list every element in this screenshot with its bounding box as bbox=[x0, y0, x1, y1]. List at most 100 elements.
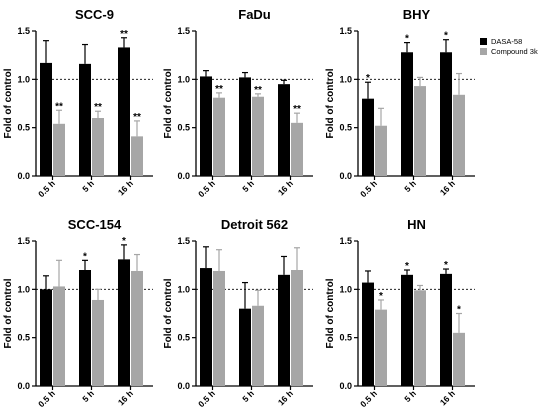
y-tick-label: 0.0 bbox=[177, 381, 190, 391]
bar bbox=[200, 268, 212, 386]
bar bbox=[401, 52, 413, 177]
bar bbox=[291, 122, 303, 176]
y-tick-label: 0.0 bbox=[17, 171, 30, 181]
x-tick-label: 16 h bbox=[116, 178, 135, 197]
x-tick-label: 0.5 h bbox=[358, 388, 379, 409]
y-tick-label: 1.0 bbox=[17, 74, 30, 84]
x-tick-label: 16 h bbox=[276, 388, 295, 407]
bar bbox=[213, 97, 225, 176]
legend-swatch-dasa58 bbox=[480, 38, 487, 45]
bar bbox=[278, 274, 290, 386]
y-tick-label: 0.5 bbox=[339, 123, 352, 133]
chart-panel: SCC-154 Fold of control 0.0 0.5 1.0 1.5 0.5 h *… bbox=[3, 217, 153, 409]
bar bbox=[252, 96, 264, 176]
y-tick-label: 1.0 bbox=[339, 74, 352, 84]
legend-label-compound3k: Compound 3k bbox=[491, 47, 538, 56]
y-tick-label: 1.5 bbox=[17, 236, 30, 246]
y-axis-label: Fold of control bbox=[163, 278, 174, 348]
legend-label-dasa58: DASA-58 bbox=[491, 37, 522, 46]
x-tick-label: 0.5 h bbox=[36, 388, 57, 409]
y-axis-label: Fold of control bbox=[3, 68, 14, 138]
significance-mark: * bbox=[83, 251, 87, 262]
bar bbox=[92, 118, 104, 176]
y-tick-label: 0.0 bbox=[339, 171, 352, 181]
x-tick-label: 5 h bbox=[240, 388, 256, 404]
bar bbox=[414, 290, 426, 386]
legend-swatch-compound3k bbox=[480, 48, 487, 55]
x-tick-label: 16 h bbox=[438, 178, 457, 197]
bar bbox=[239, 308, 251, 386]
x-tick-label: 0.5 h bbox=[196, 178, 217, 199]
y-tick-label: 0.0 bbox=[17, 381, 30, 391]
significance-mark: ** bbox=[215, 84, 223, 95]
x-tick-label: 5 h bbox=[402, 388, 418, 404]
bar bbox=[375, 309, 387, 386]
x-tick-label: 5 h bbox=[402, 178, 418, 194]
chart-panel: Detroit 562 Fold of control 0.0 0.5 1.0 1.5 0.… bbox=[163, 217, 313, 409]
y-tick-label: 1.5 bbox=[339, 236, 352, 246]
bar bbox=[362, 98, 374, 176]
y-tick-label: 1.5 bbox=[339, 26, 352, 36]
bar bbox=[239, 77, 251, 176]
y-tick-label: 0.5 bbox=[177, 333, 190, 343]
y-tick-label: 0.5 bbox=[177, 123, 190, 133]
chart-legend: DASA-58 Compound 3k bbox=[480, 37, 538, 56]
significance-mark: * bbox=[457, 305, 461, 316]
y-tick-label: 0.0 bbox=[339, 381, 352, 391]
bar bbox=[278, 84, 290, 176]
x-tick-label: 0.5 h bbox=[358, 178, 379, 199]
bar bbox=[92, 299, 104, 386]
bar bbox=[53, 123, 65, 176]
x-tick-label: 16 h bbox=[438, 388, 457, 407]
x-tick-label: 0.5 h bbox=[36, 178, 57, 199]
bar bbox=[375, 125, 387, 176]
bar bbox=[414, 86, 426, 176]
bar bbox=[40, 62, 52, 176]
y-tick-label: 0.0 bbox=[177, 171, 190, 181]
significance-mark: * bbox=[379, 291, 383, 302]
bar bbox=[362, 282, 374, 386]
y-tick-label: 1.0 bbox=[339, 284, 352, 294]
bar bbox=[131, 136, 143, 176]
x-tick-label: 16 h bbox=[276, 178, 295, 197]
bar bbox=[40, 289, 52, 386]
bar bbox=[401, 274, 413, 386]
bar bbox=[53, 286, 65, 386]
y-tick-label: 1.0 bbox=[17, 284, 30, 294]
bar bbox=[131, 270, 143, 386]
bar bbox=[453, 94, 465, 176]
bar bbox=[79, 270, 91, 386]
bar bbox=[440, 52, 452, 177]
bar bbox=[440, 273, 452, 386]
significance-mark: * bbox=[122, 236, 126, 247]
y-axis-label: Fold of control bbox=[163, 68, 174, 138]
panel-title: FaDu bbox=[238, 7, 271, 22]
significance-mark: * bbox=[444, 260, 448, 271]
x-tick-label: 0.5 h bbox=[196, 388, 217, 409]
panel-title: SCC-154 bbox=[68, 217, 122, 232]
significance-mark: * bbox=[444, 31, 448, 42]
bar bbox=[118, 259, 130, 386]
significance-mark: ** bbox=[120, 29, 128, 40]
x-tick-label: 5 h bbox=[80, 178, 96, 194]
y-tick-label: 1.0 bbox=[177, 74, 190, 84]
significance-mark: ** bbox=[293, 104, 301, 115]
significance-mark: ** bbox=[254, 85, 262, 96]
bar bbox=[291, 270, 303, 386]
significance-mark: ** bbox=[133, 112, 141, 123]
panel-title: Detroit 562 bbox=[221, 217, 288, 232]
y-tick-label: 0.5 bbox=[339, 333, 352, 343]
y-tick-label: 0.5 bbox=[17, 333, 30, 343]
y-tick-label: 1.5 bbox=[177, 26, 190, 36]
significance-mark: * bbox=[405, 261, 409, 272]
bar bbox=[118, 47, 130, 176]
panel-title: SCC-9 bbox=[75, 7, 114, 22]
chart-panel: HN Fold of control 0.0 0.5 1.0 1.5 * 0.5 h * 5 h *… bbox=[325, 217, 475, 409]
y-tick-label: 1.0 bbox=[177, 284, 190, 294]
y-tick-label: 1.5 bbox=[177, 236, 190, 246]
y-axis-label: Fold of control bbox=[325, 68, 336, 138]
y-tick-label: 0.5 bbox=[17, 123, 30, 133]
panel-title: HN bbox=[407, 217, 426, 232]
bar bbox=[200, 76, 212, 176]
